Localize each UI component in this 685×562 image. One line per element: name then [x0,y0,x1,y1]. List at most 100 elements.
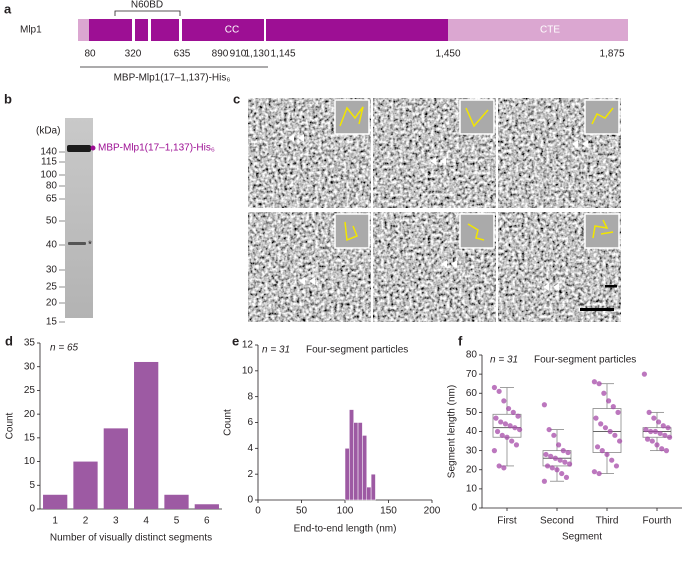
x-tick-label: 3 [113,516,119,527]
marker-label: 80 [46,181,58,192]
x-tick-label: 6 [204,516,210,527]
point [546,426,552,433]
point [499,432,505,438]
point [563,474,570,480]
y-tick-label: 0 [471,503,477,514]
point [551,432,557,438]
point [510,409,516,415]
marker-label: 15 [46,317,58,328]
domain-gap [264,19,266,41]
y-axis-label: Count [223,409,234,436]
panel-label: d [5,333,13,348]
position-label: 635 [174,49,191,60]
point [557,457,563,463]
point [567,461,573,467]
y-tick-label: 5 [29,480,35,491]
point [562,459,568,465]
marker-label: 25 [46,282,58,293]
point [599,448,605,454]
x-tick-label: 4 [143,516,149,527]
point [552,455,559,461]
inset-trace [592,219,614,239]
point [548,453,554,459]
protein-name: Mlp1 [20,25,42,36]
y-tick-label: 0 [247,495,253,506]
point [641,371,648,377]
x-tick-label: 50 [296,506,308,517]
point [560,448,566,454]
y-tick-label: 70 [466,369,478,380]
position-label: 80 [84,49,96,60]
panel-label: b [4,91,12,106]
domain-label: CC [225,25,239,36]
domain-map [78,10,628,68]
point [541,402,548,408]
annotation: n = 31 [490,355,518,366]
point [649,438,655,444]
x-axis-label: End-to-end length (nm) [294,524,397,535]
point [594,444,601,450]
inset-trace [344,221,358,242]
point [660,423,666,429]
panel-label: a [4,1,12,16]
inset-trace [339,106,364,127]
arrowhead [543,283,559,291]
point [501,465,507,471]
point [663,448,670,454]
domain-gap [132,19,135,41]
inset-trace [467,223,485,241]
y-tick-label: 10 [242,365,254,376]
micrographs [248,98,621,322]
position-label: 320 [125,49,142,60]
marker-label: 50 [46,216,58,227]
point [593,415,599,421]
bar [362,435,367,501]
subtitle: Four-segment particles [534,355,636,366]
y-tick-label: 6 [247,417,253,428]
point [662,432,668,438]
bar [353,422,359,501]
y-tick-label: 25 [24,385,36,396]
gel-band [68,242,86,245]
point [655,419,662,425]
bar [370,473,376,501]
x-axis-label: Segment [562,532,602,543]
point [612,432,618,438]
point [504,434,510,440]
y-tick-label: 15 [24,432,36,443]
domain-gap [148,19,151,41]
marker-label: 115 [41,157,57,168]
position-label: 910 [230,49,247,60]
scale-bar [580,308,614,311]
panel-label: e [232,333,239,348]
point [644,436,651,442]
x-tick-label: 100 [337,506,354,517]
y-tick-label: 10 [466,484,478,495]
bar [357,422,363,501]
y-tick-label: 50 [466,407,478,418]
unit-label: (kDa) [36,126,60,137]
point [654,442,660,448]
point [667,434,673,440]
arrowhead [441,260,457,268]
x-tick-label: 5 [174,516,180,527]
point [607,428,613,435]
position-label: 890 [212,49,229,60]
bar [103,428,128,509]
point [652,428,659,435]
point [507,423,513,429]
band-label: MBP-Mlp1(17–1,137)-His₆ [98,143,215,154]
domain-gap [179,19,182,41]
y-tick-label: 30 [466,445,478,456]
point [498,419,504,425]
x-tick-label: 150 [380,506,397,517]
point [559,470,565,477]
x-tick-label: 1 [52,516,58,527]
scale-bar [605,285,617,288]
point [591,469,598,475]
point [512,425,518,431]
panel-label: f [458,333,463,348]
